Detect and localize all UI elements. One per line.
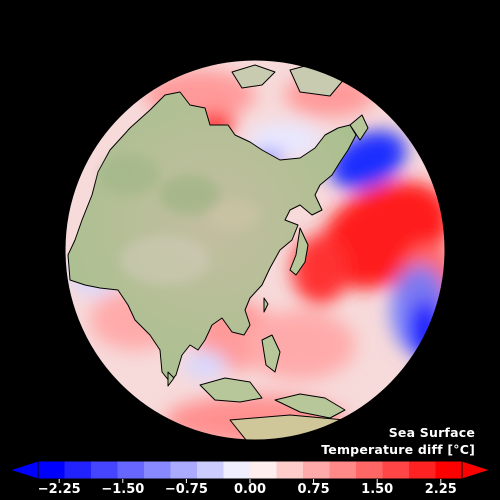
colorbar-segment [144,461,171,479]
colorbar-extend-low-arrow [8,460,39,480]
cool-anomaly-bengal [183,351,227,379]
land-taiwan [263,297,269,313]
colorbar-segment [382,461,410,479]
land-kamchatka [349,114,369,141]
land-indonesia-east [274,393,346,419]
colorbar-segment [197,461,224,479]
colorbar-tick-label: 0.00 [233,482,267,497]
title-bracket: ] [469,442,475,457]
globe [65,60,445,440]
colorbar-segment [64,461,92,479]
colorbar-tick-label: −1.50 [101,482,145,497]
colorbar-segment [435,461,463,479]
colorbar-segment [329,461,357,479]
land-philippines [261,334,281,373]
colorbar-segment [409,461,436,479]
colorbar-segment [276,461,304,479]
cold-anomaly-east-edge [409,300,441,360]
colorbar-tick-label: 2.25 [424,482,457,497]
colorbar-tick-label: −0.75 [164,482,208,497]
cool-anomaly-arctic [247,122,323,158]
colorbar-segment [170,461,198,479]
colorbar-segment [91,461,118,479]
colorbar [8,460,492,483]
colorbar-segment [356,461,383,479]
colorbar-segment [117,461,145,479]
land-sri-lanka [167,371,175,387]
map-title-line-2: Temperature diff [°C] [321,442,475,457]
warm-anomaly-philippine [245,310,355,380]
globe-outline [64,59,446,441]
terrain-shading [100,155,260,285]
land-arctic-north [231,64,276,89]
colorbar-tick-label: 0.75 [297,482,330,497]
colorbar-extend-high-arrow [461,460,492,480]
colorbar-segment [223,461,251,479]
colorbar-segment [38,461,65,479]
title-text: Temperature diff [ [321,442,454,457]
title-unit: °C [453,442,470,457]
colorbar-segment [250,461,277,479]
colorbar-tick-label: −2.25 [37,482,81,497]
map-title-line-1: Sea Surface [388,425,475,440]
colorbar-tick-label: 1.50 [361,482,394,497]
land-borneo-sumatra [199,377,263,403]
land-japan [289,227,309,276]
colorbar-segment [303,461,330,479]
